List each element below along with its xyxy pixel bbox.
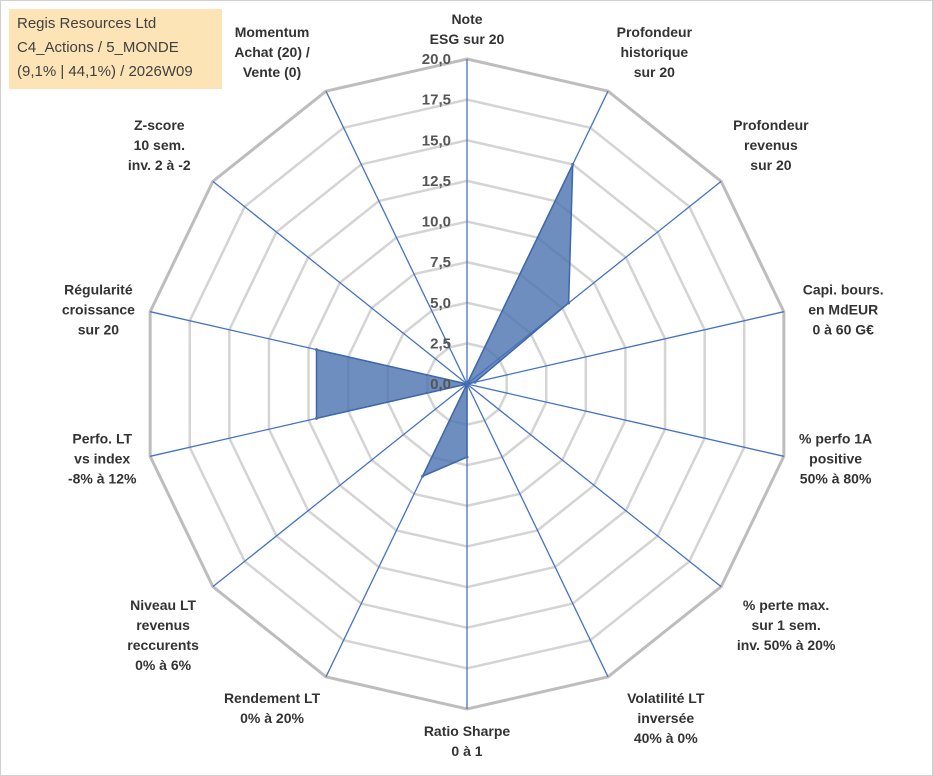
axis-label-13-line-0: Momentum: [235, 24, 310, 40]
tick-label-3: 7,5: [430, 254, 451, 271]
axis-label-8-line-0: Rendement LT: [224, 690, 321, 706]
axis-label-9-line-2: reccurents: [127, 637, 199, 653]
tick-label-5: 12,5: [422, 173, 451, 190]
label-layer: Note ESG sur 20 Profondeur historique sur 20…: [62, 11, 884, 759]
spoke-5: [466, 383, 722, 588]
series-point-1: [571, 162, 575, 166]
axis-label-13-line-2: Vente (0): [243, 64, 301, 80]
axis-label-4-line-2: 50% à 80%: [800, 471, 872, 487]
tick-label-8: 20,0: [422, 51, 451, 68]
info-box: Regis Resources Ltd C4_Actions / 5_MONDE…: [9, 9, 222, 89]
axis-label-12-line-0: Z-score: [134, 117, 185, 133]
axis-label-6-line-1: inversée: [637, 710, 694, 726]
series-point-7: [465, 455, 469, 459]
axis-label-2: Profondeur revenus sur 20: [733, 117, 809, 173]
axis-label-11: Régularité croissance sur 20: [62, 281, 135, 337]
axis-label-4-line-1: positive: [809, 451, 862, 467]
axis-label-4: % perfo 1A positive 50% à 80%: [799, 431, 872, 487]
series-point-8: [421, 474, 425, 478]
axis-label-11-line-0: Régularité: [64, 281, 133, 297]
axis-label-6: Volatilité LT inversée 40% à 0%: [627, 690, 705, 746]
axis-label-13-line-1: Achat (20) /: [234, 44, 310, 60]
tick-label-2: 5,0: [430, 295, 451, 312]
axis-label-11-line-1: croissance: [62, 301, 135, 317]
axis-label-0-line-1: ESG sur 20: [430, 31, 505, 47]
axis-label-12: Z-score 10 sem. inv. 2 à -2: [128, 117, 191, 173]
axis-label-1-line-1: historique: [621, 44, 689, 60]
axis-label-7-line-0: Ratio Sharpe: [424, 723, 511, 739]
axis-label-9-line-1: revenus: [136, 617, 190, 633]
axis-label-5: % perte max. sur 1 sem. inv. 50% à 20%: [737, 597, 836, 653]
series-point-13: [465, 382, 469, 386]
spoke-4: [466, 383, 784, 457]
axis-label-1: Profondeur historique sur 20: [617, 24, 693, 80]
tick-label-0: 0,0: [430, 376, 451, 393]
axis-label-10-line-0: Perfo. LT: [72, 431, 132, 447]
tick-label-4: 10,0: [422, 214, 451, 231]
axis-label-8-line-1: 0% à 20%: [240, 710, 304, 726]
company-name: Regis Resources Ltd: [17, 15, 157, 32]
spoke-3: [466, 311, 784, 385]
axis-label-2-line-2: sur 20: [750, 157, 791, 173]
axis-label-12-line-2: inv. 2 à -2: [128, 157, 191, 173]
axis-label-9-line-3: 0% à 6%: [135, 657, 192, 673]
axis-label-8: Rendement LT 0% à 20%: [224, 690, 321, 726]
axis-label-2-line-0: Profondeur: [733, 117, 809, 133]
spoke-13: [325, 90, 468, 385]
tick-label-7: 17,5: [422, 92, 451, 109]
spoke-6: [466, 383, 609, 678]
series-point-11: [314, 348, 318, 352]
axis-label-3-line-2: 0 à 60 G€: [812, 321, 874, 337]
axis-label-1-line-0: Profondeur: [617, 24, 693, 40]
axis-label-9-line-0: Niveau LT: [130, 597, 196, 613]
axis-label-13: Momentum Achat (20) / Vente (0): [234, 24, 310, 80]
axis-label-6-line-2: 40% à 0%: [634, 730, 698, 746]
axis-label-1-line-2: sur 20: [634, 64, 675, 80]
axis-label-10-line-1: vs index: [74, 451, 130, 467]
axis-label-5-line-1: sur 1 sem.: [751, 617, 820, 633]
axis-label-12-line-1: 10 sem.: [134, 137, 185, 153]
tick-layer: 0,0 2,5 5,0 7,5 10,0 12,5 15,0 17,5 20,0: [422, 51, 451, 393]
axis-label-11-line-2: sur 20: [78, 321, 119, 337]
axis-label-3-line-0: Capi. bours.: [803, 281, 884, 297]
category-label: C4_Actions / 5_MONDE: [17, 39, 179, 56]
axis-label-9: Niveau LT revenus reccurents 0% à 6%: [127, 597, 199, 673]
axis-label-0: Note ESG sur 20: [430, 11, 505, 47]
axis-label-10-line-2: -8% à 12%: [68, 471, 137, 487]
axis-label-7-line-1: 0 à 1: [451, 743, 482, 759]
axis-label-3: Capi. bours. en MdEUR 0 à 60 G€: [803, 281, 884, 337]
spoke-9: [212, 383, 468, 588]
series-layer: [314, 162, 575, 478]
axis-label-5-line-2: inv. 50% à 20%: [737, 637, 836, 653]
axis-label-2-line-1: revenus: [744, 137, 798, 153]
axis-label-5-line-0: % perte max.: [743, 597, 829, 613]
axis-label-7: Ratio Sharpe 0 à 1: [424, 723, 511, 759]
axis-label-4-line-0: % perfo 1A: [799, 431, 872, 447]
axis-label-10: Perfo. LT vs index -8% à 12%: [68, 431, 137, 487]
stats-label: (9,1% | 44,1%) / 2026W09: [17, 63, 193, 80]
series-point-10: [314, 416, 318, 420]
tick-label-1: 2,5: [430, 335, 451, 352]
axis-label-0-line-0: Note: [451, 11, 482, 27]
axis-label-6-line-0: Volatilité LT: [627, 690, 705, 706]
series-point-2: [567, 301, 571, 305]
series-point-3: [473, 380, 477, 384]
axis-label-3-line-1: en MdEUR: [808, 301, 878, 317]
tick-label-6: 15,0: [422, 132, 451, 149]
spoke-12: [212, 180, 468, 385]
